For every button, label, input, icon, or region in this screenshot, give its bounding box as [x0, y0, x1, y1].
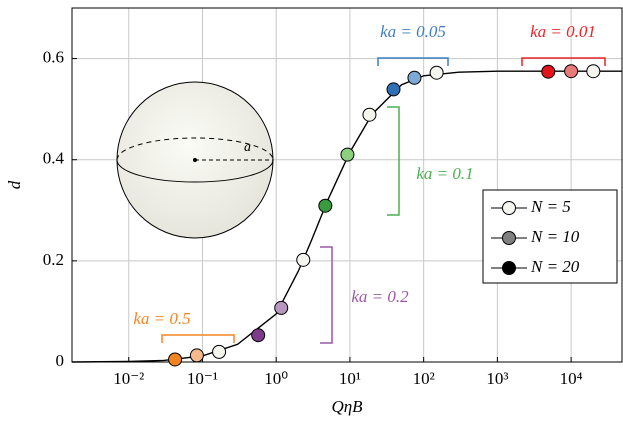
legend-marker [502, 201, 516, 215]
group-label: ka = 0.2 [351, 287, 409, 306]
y-tick-label: 0.2 [43, 250, 64, 269]
bracket [521, 57, 606, 66]
point [386, 82, 401, 97]
plot-frame [71, 7, 623, 363]
sphere-inset: a [116, 81, 274, 239]
x-tick-label: 10³ [486, 369, 508, 388]
group-label: ka = 0.1 [416, 164, 473, 183]
legend-marker [502, 231, 516, 245]
point [586, 64, 601, 79]
point [251, 328, 266, 343]
equator-back [116, 137, 274, 161]
point [564, 64, 579, 79]
y-tick-label: 0.6 [43, 47, 64, 66]
point [212, 344, 227, 359]
legend-label: N = 10 [530, 227, 580, 246]
radius-label: a [244, 140, 251, 155]
x-tick-label: 10² [413, 369, 435, 388]
equator-front [116, 159, 274, 183]
point [274, 300, 289, 315]
point [429, 65, 444, 80]
bracket [320, 246, 333, 344]
group-label: ka = 0.01 [530, 22, 596, 41]
legend-label: N = 5 [530, 197, 571, 216]
point [541, 64, 556, 79]
legend-label: N = 20 [530, 257, 580, 276]
bracket [377, 57, 449, 66]
point [168, 352, 183, 367]
point [407, 70, 422, 85]
bracket [387, 106, 400, 216]
group-label: ka = 0.5 [133, 309, 190, 328]
bracket [161, 334, 235, 343]
x-tick-label: 10⁻² [113, 369, 144, 388]
legend-marker [502, 261, 516, 275]
group-label: ka = 0.05 [380, 22, 446, 41]
point [296, 252, 311, 267]
y-axis-label: d [5, 180, 24, 189]
x-tick-label: 10⁻¹ [187, 369, 218, 388]
point [318, 198, 333, 213]
x-tick-label: 10⁰ [264, 369, 288, 388]
point [340, 147, 355, 162]
point [362, 107, 377, 122]
x-axis-label: QηB [331, 397, 363, 416]
y-tick-label: 0.4 [43, 149, 65, 168]
center-dot [193, 158, 197, 162]
point [189, 348, 204, 363]
x-tick-label: 10⁴ [560, 369, 583, 388]
x-tick-label: 10¹ [339, 369, 361, 388]
y-tick-label: 0 [56, 351, 65, 370]
